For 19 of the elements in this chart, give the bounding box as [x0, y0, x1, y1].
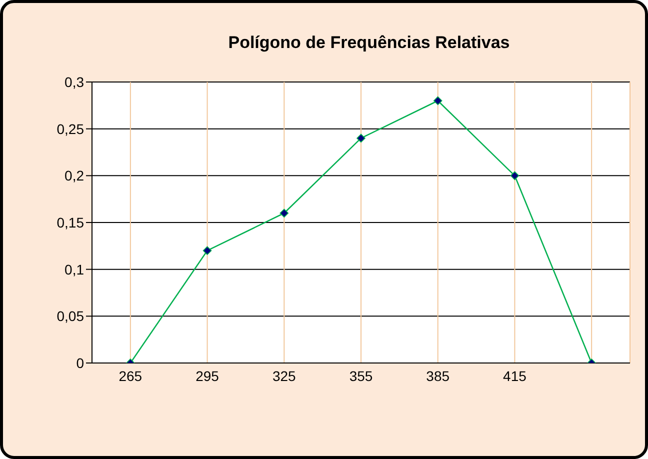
- point: [280, 208, 289, 218]
- chart-title: Polígono de Frequências Relativas: [227, 33, 511, 53]
- y-tick-label: 0,15: [56, 214, 84, 230]
- x-tick-label: 415: [503, 368, 527, 384]
- point: [356, 134, 366, 143]
- x-tick-label: 325: [272, 368, 296, 384]
- point: [510, 171, 520, 180]
- y-tick-label: 0,2: [64, 168, 84, 184]
- y-tick-label: 0,05: [56, 308, 84, 324]
- y-tick-label: 0,25: [56, 120, 84, 137]
- x-tick-label: 295: [196, 368, 220, 384]
- x-tick-label: 385: [426, 368, 450, 384]
- point: [202, 246, 212, 255]
- y-tick-label: 0,1: [64, 261, 84, 278]
- y-tick-label: 0,3: [64, 74, 84, 90]
- y-tick-label: 0: [76, 354, 84, 371]
- x-tick-label: 355: [349, 368, 373, 384]
- x-tick-label: 265: [118, 368, 142, 384]
- point: [433, 96, 442, 106]
